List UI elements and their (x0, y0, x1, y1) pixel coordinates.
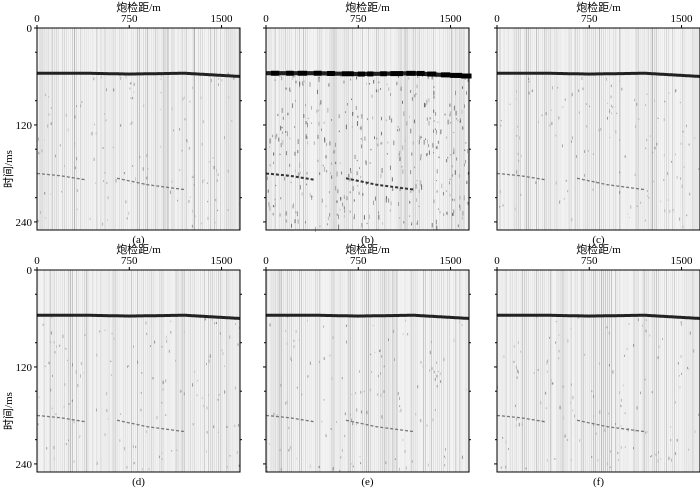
panel-background (497, 270, 700, 472)
x-tick-label: 0 (263, 255, 269, 267)
x-tick-label: 0 (34, 13, 40, 25)
reflection-2-ms-event (116, 419, 185, 433)
y-tick-label: 120 (16, 362, 33, 374)
trace-lines (266, 270, 469, 472)
first-arrival-event (497, 313, 700, 320)
panel-background (497, 28, 700, 230)
panel-frame (36, 269, 241, 473)
x-tick-label: 0 (34, 255, 40, 267)
first-arrival-event (266, 313, 470, 320)
noise-speckle (497, 314, 700, 470)
reflection-1-ms-event (36, 172, 87, 181)
noise-speckle (37, 314, 241, 471)
reflection-2-ms-event (345, 419, 414, 433)
x-tick-label: 1500 (671, 13, 694, 25)
trace-lines (497, 270, 700, 472)
x-tick-label: 750 (350, 13, 367, 25)
panel-background (37, 270, 240, 472)
reflection-1-ms-event (36, 414, 87, 423)
panel-frame (265, 27, 470, 231)
noise-speckle (499, 72, 700, 228)
y-axis-title: 时间/ms (2, 392, 15, 430)
y-tick-label: 120 (16, 120, 33, 132)
reflection-1-ms-event (265, 172, 316, 181)
noise-speckle (37, 72, 240, 228)
x-axis-title: 炮检距/m (116, 242, 161, 256)
x-tick-label: 750 (581, 255, 598, 267)
x-axis-title: 炮检距/m (345, 242, 390, 256)
x-tick-label: 0 (263, 13, 269, 25)
first-arrival-event (37, 71, 241, 78)
x-tick-label: 1500 (211, 13, 234, 25)
panel-label: (e) (361, 476, 374, 488)
panel-label: (c) (592, 234, 605, 246)
reflection-2-ms-event (576, 419, 645, 433)
x-axis-title: 炮检距/m (576, 242, 621, 256)
x-tick-label: 0 (494, 13, 500, 25)
panel-label: (b) (361, 234, 374, 246)
reflection-2-ms-event (116, 177, 185, 191)
reflection-2-ms-event (576, 177, 645, 191)
x-axis-title: 炮检距/m (576, 0, 621, 14)
reflection-1-ms-event (496, 414, 547, 423)
y-tick-label: 0 (27, 23, 33, 35)
panel-frame (496, 27, 700, 231)
first-arrival-event (497, 71, 700, 78)
trace-lines (497, 28, 700, 230)
seismic-panel-f: 0 750 1500 炮检距/m (f) (494, 242, 700, 488)
panel-frame (496, 269, 700, 473)
seismic-panel-d: 0 750 1500 炮检距/m 0 120 240 时间/ms (d) (2, 242, 242, 488)
first-arrival-noise (270, 70, 472, 79)
noise-speckle (266, 72, 470, 232)
x-tick-label: 750 (121, 13, 138, 25)
first-arrival-event (37, 313, 241, 320)
trace-lines (266, 28, 469, 230)
x-tick-label: 0 (494, 255, 500, 267)
panel-label: (d) (132, 476, 145, 488)
noise-speckle (266, 314, 467, 473)
seismic-panel-e: 0 750 1500 炮检距/m (e) (263, 242, 471, 488)
reflection-1-ms-event (265, 414, 316, 423)
y-tick-label: 240 (16, 459, 33, 471)
x-tick-label: 1500 (440, 13, 463, 25)
panel-frame (265, 269, 470, 473)
x-tick-label: 750 (350, 255, 367, 267)
y-tick-label: 240 (16, 217, 33, 229)
x-tick-label: 750 (121, 255, 138, 267)
seismic-panel-a: 0 750 1500 炮检距/m 0 120 240 时间/ms (a) (2, 0, 242, 246)
seismic-panel-b: 0 750 1500 炮检距/m (b) (263, 0, 472, 246)
x-axis-title: 炮检距/m (116, 0, 161, 14)
reflection-1-ms-event (496, 172, 547, 181)
y-tick-label: 0 (27, 265, 33, 277)
x-tick-label: 1500 (671, 255, 694, 267)
trace-lines (37, 28, 240, 230)
x-tick-label: 750 (581, 13, 598, 25)
panel-background (266, 28, 469, 230)
trace-lines (37, 270, 240, 472)
seismic-panel-c: 0 750 1500 炮检距/m (c) (494, 0, 700, 246)
x-tick-label: 1500 (440, 255, 463, 267)
panel-background (37, 28, 240, 230)
reflection-2-ms-event (345, 177, 414, 191)
panel-label: (f) (593, 476, 604, 488)
panel-frame (36, 27, 241, 231)
panel-label: (a) (132, 234, 145, 246)
x-tick-label: 1500 (211, 255, 234, 267)
y-axis-title: 时间/ms (2, 150, 15, 188)
x-axis-title: 炮检距/m (345, 0, 390, 14)
